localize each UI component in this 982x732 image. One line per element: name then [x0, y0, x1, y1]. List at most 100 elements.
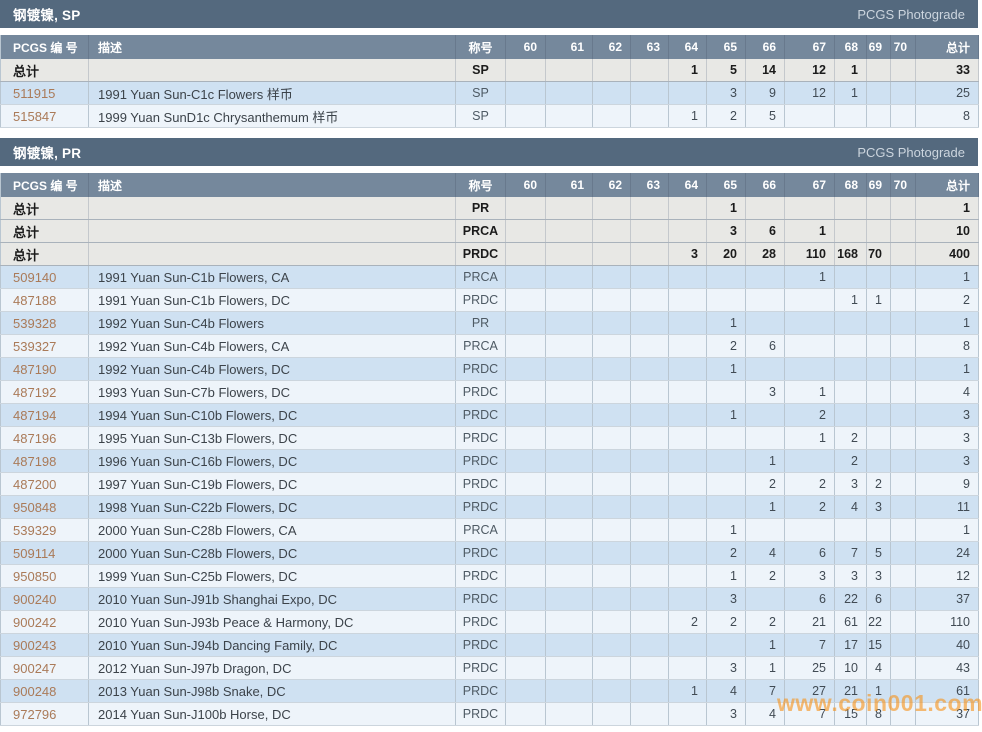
grade-cell: 2: [866, 472, 891, 496]
total-cell: 61: [915, 679, 979, 703]
table-row: 509140 1991 Yuan Sun-C1b Flowers, CA PRC…: [0, 265, 979, 289]
grade-cell: [668, 334, 707, 358]
pcgs-number-link[interactable]: 539328: [13, 315, 57, 331]
description-cell: 1991 Yuan Sun-C1c Flowers 样币: [88, 81, 456, 105]
pcgs-number-link[interactable]: 487200: [13, 476, 57, 492]
grade-cell: [890, 426, 916, 450]
pcgs-number-cell: 950848: [0, 495, 89, 519]
pcgs-number-link[interactable]: 509140: [13, 269, 57, 285]
grade-cell: [890, 633, 916, 657]
grade-cell: 61: [834, 610, 867, 634]
population-table: PCGS 编 号 描述 称号 60 61 62 63 64 65 66 67 6…: [0, 173, 979, 726]
grade-cell: [890, 334, 916, 358]
grade-cell: [545, 311, 593, 335]
grade-cell: [545, 334, 593, 358]
grade-cell: [630, 242, 669, 266]
total-label: 总计: [13, 201, 40, 217]
grade-cell: [545, 81, 593, 105]
description-cell: [88, 59, 456, 82]
table-row: 487188 1991 Yuan Sun-C1b Flowers, DC PRD…: [0, 288, 979, 312]
grade-cell: [784, 334, 835, 358]
total-cell: 110: [915, 610, 979, 634]
pcgs-number-link[interactable]: 487198: [13, 453, 57, 469]
table-row: 539328 1992 Yuan Sun-C4b Flowers PR 1 1: [0, 311, 979, 335]
grade-cell: 2: [745, 610, 785, 634]
grade-cell: [545, 587, 593, 611]
pcgs-number-link[interactable]: 487194: [13, 407, 57, 423]
pcgs-number-link[interactable]: 487196: [13, 430, 57, 446]
grade-cell: [545, 472, 593, 496]
pcgs-number-link[interactable]: 900242: [13, 614, 57, 630]
grade-cell: 3: [706, 219, 746, 243]
grade-cell: [505, 633, 546, 657]
pcgs-number-link[interactable]: 950850: [13, 568, 57, 584]
column-header-grade-64: 64: [668, 35, 707, 59]
total-cell: 3: [915, 449, 979, 473]
grade-cell: [505, 219, 546, 243]
pcgs-number-link[interactable]: 487190: [13, 361, 57, 377]
pcgs-number-link[interactable]: 900247: [13, 660, 57, 676]
pcgs-number-link[interactable]: 900248: [13, 683, 57, 699]
description-cell: 1998 Yuan Sun-C22b Flowers, DC: [88, 495, 456, 519]
grade-cell: [592, 242, 631, 266]
grade-cell: [592, 541, 631, 565]
pcgs-number-link[interactable]: 515847: [13, 108, 57, 124]
total-cell: 43: [915, 656, 979, 680]
designation-cell: PRDC: [455, 242, 506, 266]
grade-cell: [505, 610, 546, 634]
pcgs-number-cell: 539327: [0, 334, 89, 358]
grade-cell: 1: [706, 564, 746, 588]
grade-cell: 3: [834, 564, 867, 588]
grade-cell: [668, 311, 707, 335]
pcgs-number-link[interactable]: 487192: [13, 384, 57, 400]
grade-cell: [592, 564, 631, 588]
grade-cell: [706, 265, 746, 289]
photograde-link[interactable]: PCGS Photograde: [857, 6, 965, 22]
grade-cell: [545, 495, 593, 519]
total-label: 总计: [13, 63, 40, 79]
pcgs-number-link[interactable]: 972796: [13, 706, 57, 722]
pcgs-number-link[interactable]: 539327: [13, 338, 57, 354]
pcgs-number-link[interactable]: 509114: [13, 545, 56, 561]
grade-cell: 1: [834, 59, 867, 82]
grade-cell: 3: [706, 587, 746, 611]
pcgs-number-link[interactable]: 511915: [13, 85, 56, 101]
designation-cell: SP: [455, 59, 506, 82]
total-cell: 24: [915, 541, 979, 565]
grade-cell: [592, 380, 631, 404]
pcgs-number-link[interactable]: 900243: [13, 637, 57, 653]
grade-cell: 1: [706, 357, 746, 381]
grade-cell: 2: [706, 334, 746, 358]
pcgs-number-link[interactable]: 950848: [13, 499, 57, 515]
grade-cell: [592, 265, 631, 289]
grade-cell: [592, 59, 631, 82]
grade-cell: 4: [745, 702, 785, 726]
grade-cell: [706, 288, 746, 312]
grade-cell: [890, 518, 916, 542]
grade-cell: [545, 564, 593, 588]
grade-cell: 6: [745, 219, 785, 243]
grade-cell: [505, 104, 546, 128]
column-header-grade-67: 67: [784, 173, 835, 197]
grade-cell: [706, 633, 746, 657]
pcgs-number-link[interactable]: 539329: [13, 522, 57, 538]
grade-cell: [834, 403, 867, 427]
grade-cell: [866, 104, 891, 128]
grade-cell: 2: [745, 472, 785, 496]
grade-cell: [668, 472, 707, 496]
table-row: 900242 2010 Yuan Sun-J93b Peace & Harmon…: [0, 610, 979, 634]
description-cell: 1996 Yuan Sun-C16b Flowers, DC: [88, 449, 456, 473]
grade-cell: 6: [745, 334, 785, 358]
grade-cell: [545, 610, 593, 634]
table-row: 515847 1999 Yuan SunD1c Chrysanthemum 样币…: [0, 104, 979, 128]
grade-cell: [668, 426, 707, 450]
grade-cell: [505, 541, 546, 565]
pcgs-number-link[interactable]: 487188: [13, 292, 57, 308]
designation-cell: PRDC: [455, 610, 506, 634]
grade-cell: 4: [706, 679, 746, 703]
description-cell: [88, 197, 456, 220]
grade-cell: [890, 59, 916, 82]
photograde-link[interactable]: PCGS Photograde: [857, 144, 965, 160]
pcgs-number-link[interactable]: 900240: [13, 591, 57, 607]
